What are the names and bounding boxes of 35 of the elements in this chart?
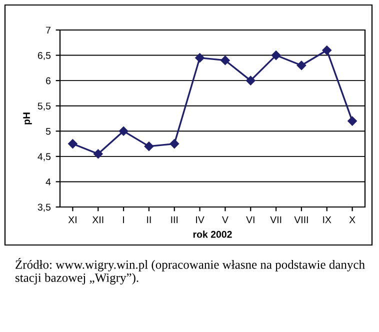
point (118, 126, 128, 136)
point (246, 76, 256, 86)
y-tick-label: 5 (46, 128, 51, 135)
y-tick-label: 4 (46, 178, 51, 186)
point (322, 46, 332, 55)
x-tick-label: VI (246, 216, 254, 224)
text: Źródło: www.wigry.win.pl (opracowanie własne na podstawie danych stacji bazowej „Wigry”). (16, 258, 365, 284)
point (296, 60, 306, 70)
point (170, 139, 179, 148)
y-tick-label: 6,5 (38, 52, 51, 60)
x-tick-label: VIII (294, 216, 308, 224)
x-tick-label: XI (68, 216, 76, 224)
y-axis-title: pH (23, 112, 32, 124)
x-tick-label: III (171, 216, 178, 224)
x-tick-label: VII (270, 216, 282, 224)
x-tick-label: XII (92, 216, 104, 224)
x-tick-label: II (147, 216, 151, 224)
x-tick-label: V (222, 216, 228, 224)
y-tick-label: 6 (46, 77, 51, 84)
point (94, 149, 103, 159)
y-tick-label: 4,5 (38, 153, 51, 162)
y-tick-label: 7 (46, 26, 50, 34)
point (271, 50, 281, 60)
x-tick-label: I (123, 216, 124, 224)
point (220, 56, 230, 65)
point (195, 53, 204, 62)
y-tick-label: 3,5 (38, 204, 51, 212)
x-axis-title: rok 2002 (193, 230, 232, 238)
x-tick-label: X (349, 216, 356, 224)
point (68, 139, 78, 148)
point (348, 116, 357, 126)
point (144, 142, 154, 151)
x-tick-label: IX (323, 216, 332, 224)
x-tick-label: IV (196, 216, 204, 224)
y-tick-label: 5,5 (38, 102, 51, 111)
